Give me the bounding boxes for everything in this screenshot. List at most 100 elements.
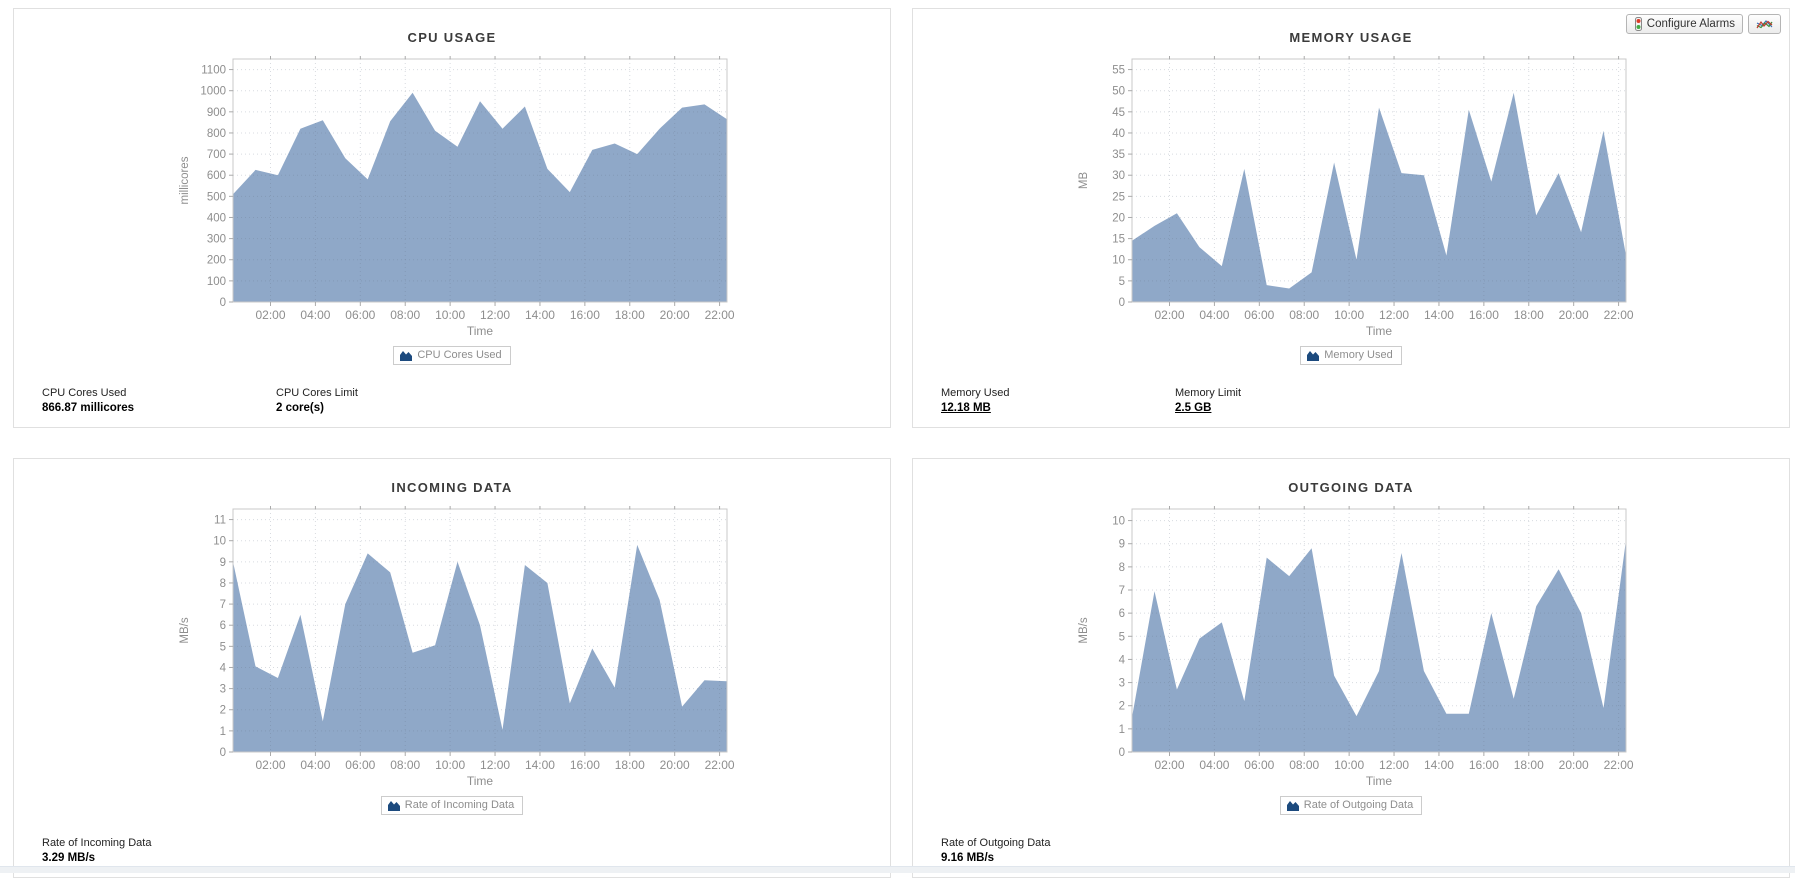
svg-text:800: 800 [207,128,226,140]
cpu-stats: CPU Cores Used 866.87 millicores CPU Cor… [42,387,510,414]
svg-text:02:00: 02:00 [255,308,285,322]
memory-usage-chart-area: 0 5 10 15 20 25 30 35 40 45 50 55 02:00 04:00 06:00 08:… [1037,47,1635,345]
configure-alarms-label: Configure Alarms [1646,18,1735,30]
svg-text:Time: Time [1366,774,1393,788]
svg-text:0: 0 [1119,747,1125,759]
incoming-stats: Rate of Incoming Data 3.29 MB/s [42,837,276,864]
svg-text:16:00: 16:00 [1469,308,1499,322]
outgoing-legend-label: Rate of Outgoing Data [1303,799,1414,811]
stat-value: 866.87 millicores [42,402,135,414]
svg-text:06:00: 06:00 [1244,308,1274,322]
svg-text:6: 6 [1119,608,1125,620]
svg-text:1100: 1100 [201,65,226,77]
stat-memory-limit: Memory Limit 2.5 GB [1175,387,1409,414]
svg-text:06:00: 06:00 [345,758,375,772]
svg-text:MB/s: MB/s [179,617,191,643]
svg-text:200: 200 [207,255,226,267]
memory-usage-title: MEMORY USAGE [1289,30,1413,45]
memory-legend: Memory Used [1300,346,1402,365]
memory-usage-panel: Configure Alarms MEMORY USAGE 0 5 10 15 20 25… [912,8,1790,428]
svg-text:2: 2 [220,705,226,717]
svg-text:5: 5 [1119,276,1125,288]
svg-text:22:00: 22:00 [1604,308,1634,322]
svg-text:1: 1 [220,726,226,738]
incoming-data-chart-area: 0 1 2 3 4 5 6 7 8 9 10 11 02:00 04:00 06:00 08:00 10:00 1… [138,497,736,795]
incoming-legend-label: Rate of Incoming Data [404,799,515,811]
svg-text:9: 9 [1119,539,1125,551]
svg-text:15: 15 [1112,234,1125,246]
incoming-data-title: INCOMING DATA [391,480,513,495]
svg-text:4: 4 [220,662,227,674]
outgoing-data-title: OUTGOING DATA [1288,480,1414,495]
svg-text:900: 900 [207,107,226,119]
cpu-usage-area-chart: 0 100 200 300 400 500 600 700 800 900 1000 1100 02:0… [179,56,735,338]
svg-text:08:00: 08:00 [390,758,420,772]
svg-text:700: 700 [207,149,226,161]
svg-text:1000: 1000 [200,86,226,98]
svg-text:04:00: 04:00 [300,308,330,322]
cpu-legend-label: CPU Cores Used [417,349,502,361]
stat-value-link[interactable]: 2.5 GB [1175,402,1212,414]
svg-text:1: 1 [1119,724,1125,736]
svg-text:04:00: 04:00 [1199,758,1229,772]
svg-text:500: 500 [207,191,226,203]
svg-text:Time: Time [467,774,494,788]
svg-text:06:00: 06:00 [345,308,375,322]
stat-value: 2 core(s) [276,402,324,414]
stat-rate-incoming: Rate of Incoming Data 3.29 MB/s [42,837,276,864]
svg-text:300: 300 [207,234,226,246]
svg-text:10: 10 [1112,516,1125,528]
incoming-legend: Rate of Incoming Data [380,796,524,815]
line-chart-icon [1756,19,1773,28]
cpu-legend-row: CPU Cores Used [14,346,890,366]
cpu-usage-title: CPU USAGE [407,30,497,45]
cpu-usage-chart-area: 0 100 200 300 400 500 600 700 800 900 1000 1100 02:0… [138,47,736,345]
stat-value: 3.29 MB/s [42,852,96,864]
svg-text:20:00: 20:00 [660,308,690,322]
memory-legend-label: Memory Used [1324,349,1393,361]
stat-memory-used: Memory Used 12.18 MB [941,387,1175,414]
outgoing-data-chart-area: 0 1 2 3 4 5 6 7 8 9 10 02:00 04:00 06:00 08:00 10:00 12:… [1037,497,1635,795]
svg-text:50: 50 [1112,86,1125,98]
svg-text:40: 40 [1112,128,1125,140]
page-footer-strip [0,866,1795,873]
stat-value-link[interactable]: 12.18 MB [941,402,991,414]
svg-text:7: 7 [220,599,226,611]
svg-text:0: 0 [220,747,226,759]
svg-text:16:00: 16:00 [1469,758,1499,772]
svg-text:55: 55 [1112,65,1125,77]
cpu-legend: CPU Cores Used [393,346,511,365]
svg-text:9: 9 [220,557,226,569]
svg-text:7: 7 [1119,585,1125,597]
stat-label: CPU Cores Used [42,387,127,399]
svg-text:18:00: 18:00 [615,308,645,322]
svg-text:22:00: 22:00 [705,308,735,322]
svg-text:10: 10 [213,536,226,548]
outgoing-legend-row: Rate of Outgoing Data [913,796,1789,816]
svg-text:4: 4 [1119,654,1126,666]
area-series-icon [387,801,400,811]
svg-text:20: 20 [1112,212,1125,224]
area-series-icon [1286,801,1299,811]
svg-text:30: 30 [1112,170,1125,182]
stat-cpu-cores-limit: CPU Cores Limit 2 core(s) [276,387,510,414]
svg-text:08:00: 08:00 [390,308,420,322]
outgoing-data-panel: OUTGOING DATA 0 1 2 3 4 5 6 7 8 9 10 02:00 04:00 06:0… [912,458,1790,878]
stat-label: Memory Used [941,387,1010,399]
svg-text:18:00: 18:00 [1514,308,1544,322]
view-graphs-button[interactable] [1748,14,1781,34]
svg-text:14:00: 14:00 [525,758,555,772]
svg-text:6: 6 [220,620,226,632]
svg-text:45: 45 [1112,107,1125,119]
svg-text:5: 5 [1119,631,1125,643]
svg-text:10:00: 10:00 [435,758,465,772]
svg-text:20:00: 20:00 [1559,758,1589,772]
memory-legend-row: Memory Used [913,346,1789,366]
svg-text:millicores: millicores [179,156,191,204]
svg-text:3: 3 [1119,678,1125,690]
svg-text:100: 100 [207,276,226,288]
stat-label: CPU Cores Limit [276,387,358,399]
svg-text:3: 3 [220,684,226,696]
svg-text:04:00: 04:00 [300,758,330,772]
configure-alarms-button[interactable]: Configure Alarms [1625,14,1743,34]
